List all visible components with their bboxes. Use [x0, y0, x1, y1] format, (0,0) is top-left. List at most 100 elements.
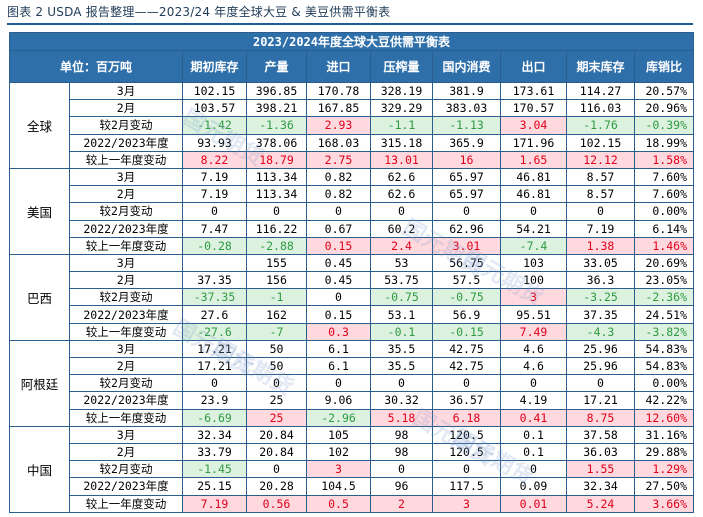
value-cell: 6.14% [634, 219, 694, 238]
value-cell: 17.21 [182, 356, 247, 376]
value-cell: 20.84 [246, 425, 307, 444]
value-cell: 8.75 [566, 408, 635, 427]
table-row: 2022/2023年度 23.9 25 9.06 30.32 36.57 4.19 17.21… [10, 391, 694, 410]
value-cell: 17.21 [182, 339, 247, 359]
value-cell: 25.96 [566, 356, 635, 376]
region-label: 阿根廷 [9, 339, 70, 427]
value-cell: 156 [246, 271, 307, 290]
table-row: 2月 37.35 156 0.45 53.75 57.5 100 36.3 23.05% [10, 271, 694, 290]
table-row: 较2月变动 -1.42 -1.36 2.93 -1.1 -1.13 3.04 -1.76 -0.… [10, 116, 694, 135]
value-cell: 95.51 [500, 305, 567, 324]
value-cell: 98 [370, 425, 433, 444]
row-label: 2022/2023年度 [69, 219, 183, 238]
row-label: 3月 [69, 81, 183, 101]
value-cell: 168.03 [306, 133, 371, 152]
row-label: 较2月变动 [69, 374, 183, 393]
value-cell: 42.22% [634, 391, 694, 410]
value-cell: 378.06 [246, 133, 307, 152]
value-cell: 2.75 [306, 150, 371, 169]
value-cell: 102.15 [566, 133, 635, 152]
value-cell: -0.15 [432, 322, 501, 341]
table-row: 2022/2023年度 27.6 162 0.15 53.1 56.9 95.51 37.35… [10, 305, 694, 324]
value-cell: 7.19 [182, 185, 247, 204]
value-cell: 3 [500, 288, 567, 307]
value-cell: -0.75 [370, 288, 433, 307]
value-cell: 1.55 [566, 460, 635, 479]
value-cell: 25.15 [182, 477, 247, 496]
row-label: 较2月变动 [69, 202, 183, 221]
row-label: 2022/2023年度 [69, 133, 183, 152]
row-label: 2022/2023年度 [69, 391, 183, 410]
column-header: 出口 [500, 50, 567, 83]
value-cell: 32.34 [182, 425, 247, 444]
row-label: 较2月变动 [69, 288, 183, 307]
value-cell: 18.99% [634, 133, 694, 152]
table-row: 较2月变动 0 0 0 0 0 0 0 0.00% [10, 374, 694, 393]
value-cell: 35.5 [370, 356, 433, 376]
value-cell: 7.19 [566, 219, 635, 238]
value-cell: 54.83% [634, 339, 694, 359]
value-cell: 37.58 [566, 425, 635, 444]
value-cell: 37.35 [182, 271, 247, 290]
value-cell: 0.01 [500, 494, 567, 513]
table-row: 全球 3月 102.15 396.85 170.78 328.19 381.9 173.61 1… [9, 81, 694, 169]
table-row: 较2月变动 -1.45 0 3 0 0 0 1.55 1.29% [10, 460, 694, 479]
value-cell: 53.1 [370, 305, 433, 324]
value-cell: 113.34 [246, 185, 307, 204]
value-cell: 2.4 [370, 236, 433, 255]
value-cell: 20.28 [246, 477, 307, 496]
table-row: 美国 3月 7.19 113.34 0.82 62.6 65.97 46.81 8.57 7.60… [9, 167, 694, 255]
row-label: 较上一年度变动 [69, 408, 183, 427]
value-cell: -3.82% [634, 322, 694, 341]
value-cell: 20.57% [634, 81, 694, 101]
value-cell: 57.5 [432, 271, 501, 290]
value-cell: -0.1 [370, 322, 433, 341]
value-cell: 7.49 [500, 322, 567, 341]
value-cell: 20.96% [634, 99, 694, 118]
value-cell: 3.66% [634, 494, 694, 513]
value-cell: 329.29 [370, 99, 433, 118]
value-cell: 54.83% [634, 356, 694, 376]
value-cell: 6.1 [306, 356, 371, 376]
value-cell: 162 [246, 305, 307, 324]
value-cell: 62.6 [370, 167, 433, 187]
value-cell: 31.16% [634, 425, 694, 444]
row-label: 2月 [69, 185, 183, 204]
row-label: 较上一年度变动 [69, 236, 183, 255]
region-label: 全球 [9, 82, 70, 169]
value-cell: 46.81 [500, 167, 567, 187]
value-cell: 62.6 [370, 185, 433, 204]
value-cell: 0.1 [500, 425, 567, 444]
value-cell: -3.25 [566, 288, 635, 307]
value-cell: 5.24 [566, 494, 635, 513]
value-cell: 20.84 [246, 442, 307, 462]
value-cell: -7 [246, 322, 307, 341]
value-cell: 120.5 [432, 425, 501, 444]
value-cell: 23.9 [182, 391, 247, 410]
value-cell: -4.3 [566, 322, 635, 341]
table-title-row: 2023/2024年度全球大豆供需平衡表 [9, 32, 694, 51]
row-label: 2022/2023年度 [69, 305, 183, 324]
value-cell: 170.78 [306, 81, 371, 101]
value-cell: 25 [246, 408, 307, 427]
value-cell: 315.18 [370, 133, 433, 152]
value-cell: 0.00% [634, 202, 694, 221]
value-cell: 25.96 [566, 339, 635, 359]
value-cell: -0.75 [432, 288, 501, 307]
value-cell: -2.96 [306, 408, 371, 427]
value-cell: 383.03 [432, 99, 501, 118]
value-cell: -0.39% [634, 116, 694, 135]
value-cell: 0 [182, 202, 247, 221]
value-cell: 53.75 [370, 271, 433, 290]
value-cell: 0 [246, 374, 307, 393]
table-header-row: 单位：百万吨 期初库存 产量 进口 压榨量 国内消费 出口 期末库存 库销比 [9, 50, 694, 83]
value-cell: 120.5 [432, 442, 501, 462]
value-cell: 30.32 [370, 391, 433, 410]
value-cell: 0 [566, 202, 635, 221]
table-row: 2022/2023年度 7.47 116.22 0.67 60.2 62.96 54.21 7… [10, 219, 694, 238]
value-cell: 0.09 [500, 477, 567, 496]
column-header: 期初库存 [182, 50, 247, 83]
value-cell: 1.38 [566, 236, 635, 255]
value-cell: 46.81 [500, 185, 567, 204]
table-row: 阿根廷 3月 17.21 50 6.1 35.5 42.75 4.6 25.96 54.83% [9, 339, 694, 427]
